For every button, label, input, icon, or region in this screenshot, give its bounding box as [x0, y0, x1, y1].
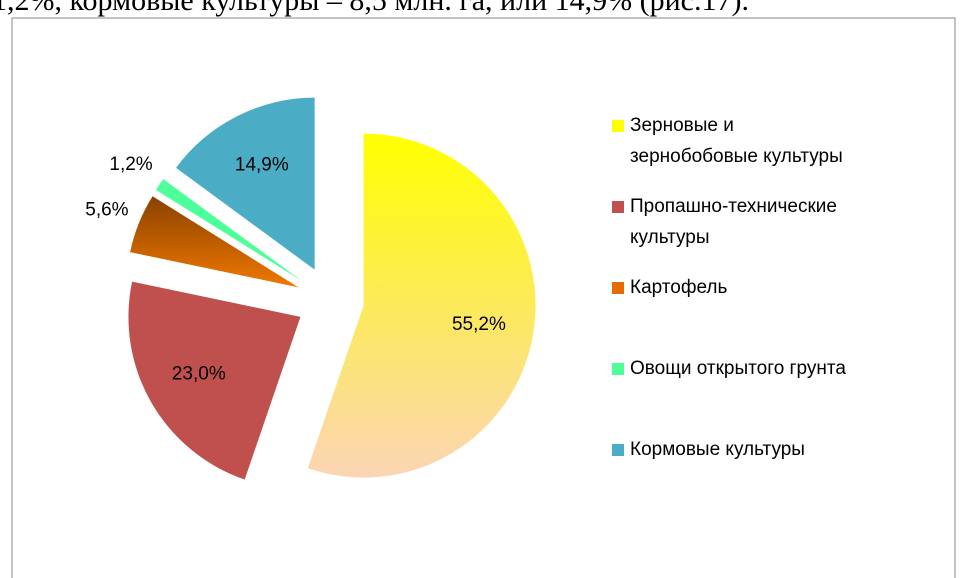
data-label: 1,2% — [109, 154, 152, 175]
legend-label: Пропашно-технические культуры — [630, 196, 837, 248]
legend-label: Овощи открытого грунта — [630, 358, 846, 379]
legend-swatch — [612, 282, 624, 294]
legend-label: Кормовые культуры — [630, 439, 805, 460]
document-text: 1,2%, кормовые культуры – 8,5 млн. га, и… — [0, 0, 749, 17]
chart-frame — [11, 17, 956, 578]
data-label: 23,0% — [172, 364, 226, 385]
legend-swatch — [612, 201, 624, 213]
data-label: 14,9% — [235, 154, 289, 175]
data-label: 5,6% — [85, 199, 128, 220]
legend-label: Зерновые и зернобобовые культуры — [630, 115, 843, 167]
legend-item: Картофель — [612, 272, 952, 353]
legend: Зерновые и зернобобовые культуры Пропашно… — [612, 110, 952, 515]
pie-slice — [130, 196, 299, 288]
legend-swatch — [612, 363, 624, 375]
legend-item: Кормовые культуры — [612, 434, 952, 515]
legend-item: Овощи открытого грунта — [612, 353, 952, 434]
pie-slice — [307, 133, 536, 478]
pie-slice — [155, 179, 302, 281]
legend-item: Зерновые и зернобобовые культуры — [612, 110, 952, 191]
pie-slice — [128, 281, 301, 480]
legend-item: Пропашно-технические культуры — [612, 191, 952, 272]
legend-swatch — [612, 120, 624, 132]
legend-label: Картофель — [630, 277, 728, 298]
legend-swatch — [612, 444, 624, 456]
data-label: 55,2% — [452, 314, 506, 335]
pie-slice — [176, 97, 315, 270]
